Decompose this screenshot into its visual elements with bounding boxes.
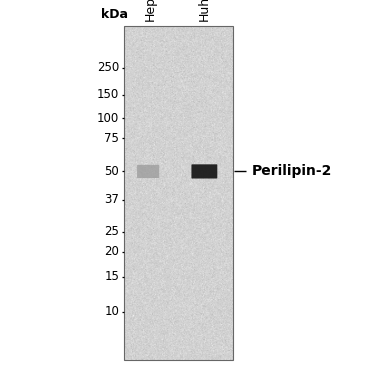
FancyBboxPatch shape — [192, 164, 217, 178]
Text: 10: 10 — [104, 305, 119, 318]
Text: Perilipin-2: Perilipin-2 — [251, 164, 332, 178]
Text: 150: 150 — [97, 88, 119, 101]
Text: Huh-7: Huh-7 — [198, 0, 211, 21]
Text: kDa: kDa — [101, 8, 128, 21]
Text: 37: 37 — [104, 193, 119, 206]
Text: 75: 75 — [104, 132, 119, 144]
FancyBboxPatch shape — [137, 165, 159, 178]
Text: 250: 250 — [97, 62, 119, 75]
Text: 100: 100 — [97, 111, 119, 125]
Text: 25: 25 — [104, 225, 119, 238]
Text: HepG2: HepG2 — [144, 0, 156, 21]
Bar — [124, 26, 232, 360]
Text: 15: 15 — [104, 270, 119, 283]
Text: 20: 20 — [104, 245, 119, 258]
Text: 50: 50 — [105, 165, 119, 178]
